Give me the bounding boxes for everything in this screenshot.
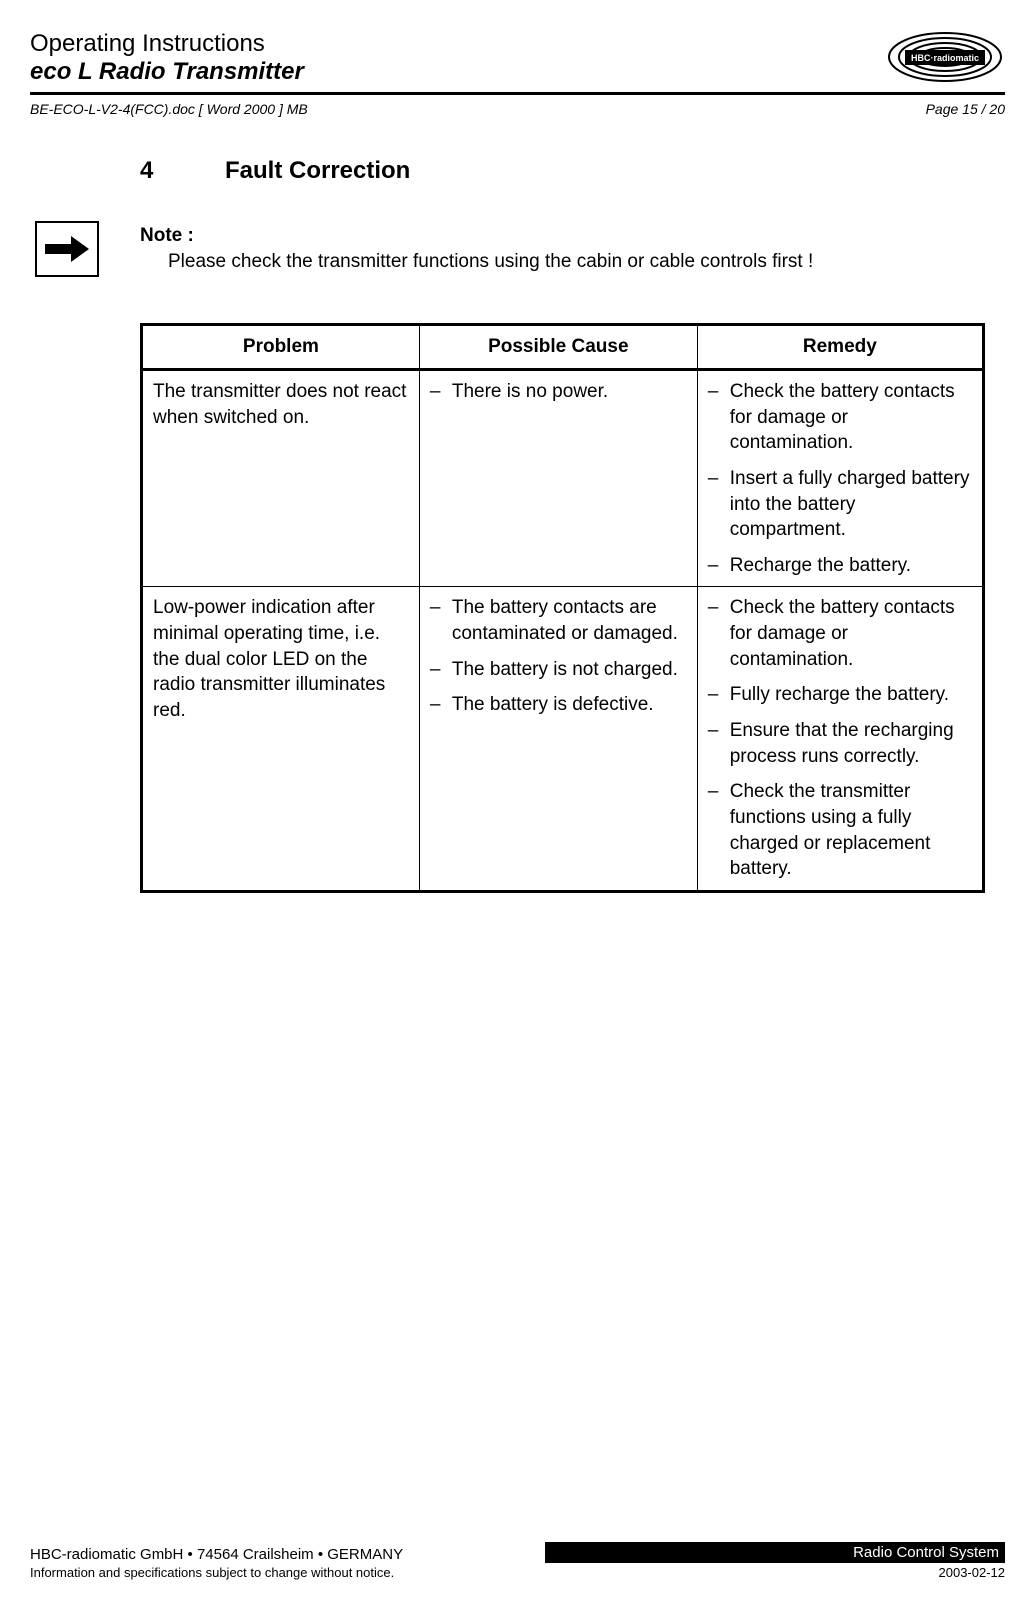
- footer-date: 2003-02-12: [939, 1565, 1006, 1580]
- table-row: The transmitter does not react when swit…: [142, 370, 984, 587]
- page: Operating Instructions eco L Radio Trans…: [0, 0, 1035, 1604]
- list-item: Ensure that the recharging process runs …: [708, 718, 972, 769]
- svg-text:HBC·radiomatic: HBC·radiomatic: [911, 53, 979, 63]
- list-item: Fully recharge the battery.: [708, 682, 972, 708]
- remedy-list: Check the battery contacts for damage or…: [708, 379, 972, 578]
- content-area: 4Fault Correction Note : Please check th…: [30, 157, 1005, 893]
- list-item: Insert a fully charged battery into the …: [708, 466, 972, 543]
- footer-company: HBC-radiomatic GmbH • 74564 Crailsheim •…: [30, 1546, 403, 1563]
- cause-cell: There is no power.: [419, 370, 697, 587]
- fault-table: Problem Possible Cause Remedy The transm…: [140, 323, 985, 893]
- cause-list: There is no power.: [430, 379, 687, 405]
- table-header-row: Problem Possible Cause Remedy: [142, 325, 984, 370]
- note-label: Note :: [140, 225, 985, 247]
- list-item: The battery is defective.: [430, 692, 687, 718]
- footer-badge: Radio Control System: [545, 1542, 1005, 1563]
- page-number: Page 15 / 20: [926, 101, 1005, 117]
- logo-icon: HBC·radiomatic: [885, 30, 1005, 85]
- header-line2: eco L Radio Transmitter: [30, 58, 304, 86]
- list-item: Check the transmitter functions using a …: [708, 779, 972, 882]
- remedy-list: Check the battery contacts for damage or…: [708, 595, 972, 881]
- page-footer: HBC-radiomatic GmbH • 74564 Crailsheim •…: [30, 1542, 1005, 1580]
- cause-list: The battery contacts are contaminated or…: [430, 595, 687, 718]
- problem-cell: The transmitter does not react when swit…: [142, 370, 420, 587]
- section-heading: 4Fault Correction: [140, 157, 985, 185]
- remedy-cell: Check the battery contacts for damage or…: [697, 587, 983, 891]
- header-text: Operating Instructions eco L Radio Trans…: [30, 30, 304, 86]
- subheader: BE-ECO-L-V2-4(FCC).doc [ Word 2000 ] MB …: [30, 101, 1005, 117]
- note-text: Please check the transmitter functions u…: [140, 251, 985, 273]
- list-item: Check the battery contacts for damage or…: [708, 379, 972, 456]
- list-item: Recharge the battery.: [708, 553, 972, 579]
- doc-ref: BE-ECO-L-V2-4(FCC).doc [ Word 2000 ] MB: [30, 101, 308, 117]
- footer-row-bottom: Information and specifications subject t…: [30, 1565, 1005, 1580]
- col-cause: Possible Cause: [419, 325, 697, 370]
- remedy-cell: Check the battery contacts for damage or…: [697, 370, 983, 587]
- note-block: Note : Please check the transmitter func…: [140, 225, 985, 273]
- page-header: Operating Instructions eco L Radio Trans…: [30, 30, 1005, 95]
- footer-disclaimer: Information and specifications subject t…: [30, 1565, 394, 1580]
- cause-cell: The battery contacts are contaminated or…: [419, 587, 697, 891]
- list-item: Check the battery contacts for damage or…: [708, 595, 972, 672]
- list-item: There is no power.: [430, 379, 687, 405]
- col-problem: Problem: [142, 325, 420, 370]
- section-title-text: Fault Correction: [225, 157, 410, 184]
- arrow-icon: [35, 221, 99, 277]
- problem-cell: Low-power indication after minimal opera…: [142, 587, 420, 891]
- footer-row-top: HBC-radiomatic GmbH • 74564 Crailsheim •…: [30, 1542, 1005, 1563]
- list-item: The battery is not charged.: [430, 657, 687, 683]
- table-row: Low-power indication after minimal opera…: [142, 587, 984, 891]
- section-number: 4: [140, 157, 225, 185]
- list-item: The battery contacts are contaminated or…: [430, 595, 687, 646]
- header-line1: Operating Instructions: [30, 30, 304, 58]
- col-remedy: Remedy: [697, 325, 983, 370]
